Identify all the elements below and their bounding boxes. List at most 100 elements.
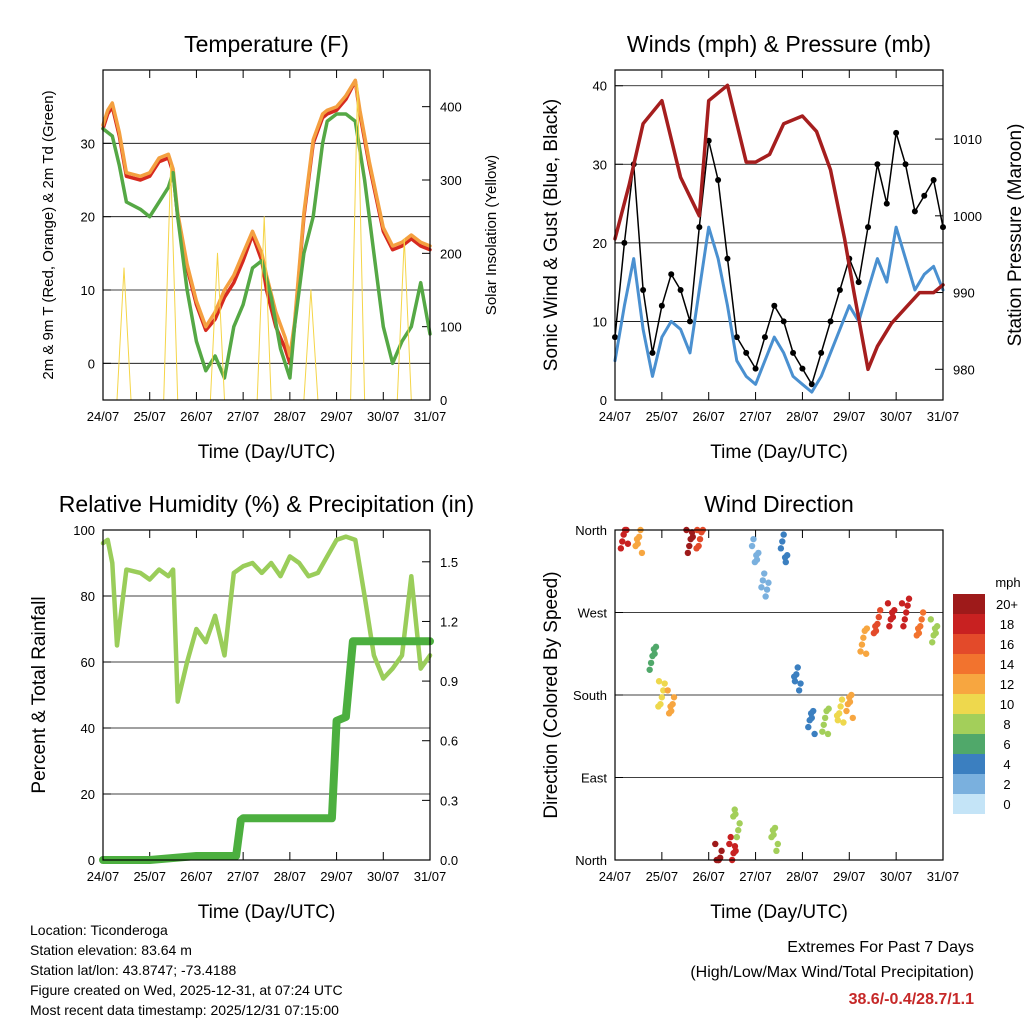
x-axis-label: Time (Day/UTC) <box>710 902 848 923</box>
series-line-relative-humidity <box>100 534 433 704</box>
direction-point <box>919 609 927 616</box>
direction-point <box>670 694 678 701</box>
legend-label: 4 <box>1003 757 1010 772</box>
legend-label: 16 <box>1000 637 1014 652</box>
direction-point <box>884 600 892 607</box>
legend-label: 18 <box>1000 617 1014 632</box>
chart-panel-1: Temperature (F) Time (Day/UTC) 2m & 9m T (… <box>40 31 500 463</box>
direction-point <box>905 595 913 602</box>
direction-point <box>718 847 725 855</box>
direction-point <box>781 554 789 561</box>
legend-label: 14 <box>1000 657 1014 672</box>
y-tick-label: 40 <box>593 79 607 94</box>
direction-point <box>886 623 893 630</box>
direction-point <box>617 545 625 552</box>
y-tick-label: 10 <box>593 314 607 329</box>
legend-label: 6 <box>1003 737 1010 752</box>
y2-tick-label: 100 <box>440 320 462 335</box>
direction-point <box>688 529 696 536</box>
x-axis-label: Time (Day/UTC) <box>710 442 848 463</box>
y-axis-label: Sonic Wind & Gust (Blue, Black) <box>541 99 562 371</box>
direction-point <box>838 696 846 703</box>
direction-point <box>730 813 737 820</box>
direction-point <box>901 616 909 623</box>
gust-point <box>883 200 890 207</box>
series-line-station-pressure <box>613 83 945 372</box>
gust-point <box>752 365 759 372</box>
y2-tick-label: 0.0 <box>440 853 458 868</box>
direction-point <box>658 694 666 701</box>
y2-tick-label: 990 <box>953 286 975 301</box>
x-tick-label: 30/07 <box>880 869 913 884</box>
legend-title: mph <box>995 575 1020 590</box>
legend-label: 10 <box>1000 697 1014 712</box>
direction-point <box>811 730 818 738</box>
y2-tick-label: 0.9 <box>440 674 458 689</box>
direction-point <box>807 710 815 717</box>
chart-title: Winds (mph) & Pressure (mb) <box>627 31 931 57</box>
x-tick-label: 31/07 <box>414 409 447 424</box>
direction-point <box>870 629 878 637</box>
gust-point <box>733 334 740 341</box>
y-tick-label: 0 <box>88 356 95 371</box>
x-tick-label: 31/07 <box>414 869 447 884</box>
direction-point <box>624 540 632 547</box>
y2-tick-label: 980 <box>953 362 975 377</box>
gust-point <box>677 287 684 293</box>
direction-point <box>913 632 920 639</box>
gust-point <box>696 224 703 231</box>
direction-point <box>777 545 785 552</box>
direction-point <box>875 613 883 621</box>
x-tick-label: 29/07 <box>833 409 866 424</box>
gust-point <box>893 129 900 136</box>
series-line-total-precipitation <box>99 637 434 864</box>
x-tick-label: 26/07 <box>180 409 213 424</box>
series-line-solar-insolation <box>102 84 431 401</box>
extremes-values: 38.6/-0.4/28.7/1.1 <box>848 991 974 1008</box>
x-tick-label: 26/07 <box>692 409 725 424</box>
y2-tick-label: 1.2 <box>440 614 458 629</box>
x-tick-label: 25/07 <box>133 869 166 884</box>
extremes-subheading: (High/Low/Max Wind/Total Precipitation) <box>690 964 974 981</box>
x-axis-label: Time (Day/UTC) <box>198 442 336 463</box>
y2-tick-label: 1010 <box>953 132 982 147</box>
y2-tick-label: 0.6 <box>440 734 458 749</box>
direction-point <box>862 650 870 657</box>
gust-point <box>668 271 675 278</box>
legend-label: 0 <box>1003 797 1010 812</box>
x-tick-label: 31/07 <box>927 409 960 424</box>
legend-swatch <box>953 794 985 814</box>
direction-point <box>929 639 936 646</box>
direction-point <box>753 552 760 559</box>
direction-point <box>748 542 756 550</box>
legend-swatch <box>953 694 985 714</box>
x-tick-label: 27/07 <box>739 869 772 884</box>
direction-point <box>751 558 759 566</box>
direction-point <box>837 703 844 710</box>
gust-point <box>818 349 825 356</box>
direction-point <box>665 710 673 717</box>
direction-point <box>844 700 852 708</box>
gust-point <box>790 349 797 356</box>
direction-point <box>791 673 798 680</box>
direction-point <box>684 549 692 557</box>
y-tick-label: 60 <box>81 655 95 670</box>
chart-panel-3: Relative Humidity (%) & Precipitation (i… <box>29 491 474 923</box>
y-tick-label: 20 <box>81 210 95 225</box>
y-tick-label: 30 <box>593 157 607 172</box>
latest-timestamp: Most recent data timestamp: 2025/12/31 0… <box>30 1002 339 1018</box>
series-line-sonic-wind <box>613 225 945 394</box>
y-tick-label: 0 <box>88 853 95 868</box>
x-tick-label: 30/07 <box>367 409 400 424</box>
x-tick-label: 30/07 <box>880 409 913 424</box>
extremes-heading: Extremes For Past 7 Days <box>787 939 974 956</box>
x-tick-label: 28/07 <box>274 869 307 884</box>
plot-frame <box>614 529 944 861</box>
series-line-gust <box>614 132 944 386</box>
direction-point <box>750 535 757 543</box>
direction-point <box>649 652 656 660</box>
direction-point <box>860 634 867 641</box>
plot-frame <box>102 69 431 401</box>
x-tick-label: 24/07 <box>599 409 632 424</box>
